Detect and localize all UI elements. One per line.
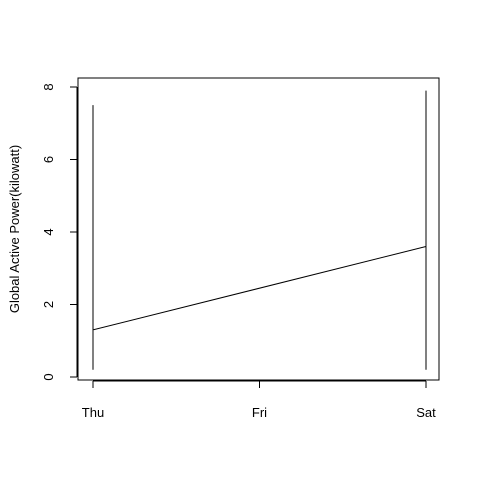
x-axis: Thu Fri Sat [82, 380, 436, 420]
plot-frame [77, 77, 440, 381]
y-tick-label: 4 [41, 228, 56, 235]
x-tick-label: Thu [82, 405, 104, 420]
x-tick-label: Sat [416, 405, 436, 420]
y-axis: 0 2 4 6 8 [41, 83, 78, 381]
y-tick-label: 8 [41, 83, 56, 90]
series-layer [92, 90, 427, 370]
y-tick-label: 0 [41, 373, 56, 380]
y-axis-label: Global Active Power(kilowatt) [7, 145, 22, 313]
y-tick-label: 6 [41, 156, 56, 163]
y-tick-label: 2 [41, 301, 56, 308]
x-tick-label: Fri [252, 405, 267, 420]
series-line-0 [92, 90, 427, 370]
